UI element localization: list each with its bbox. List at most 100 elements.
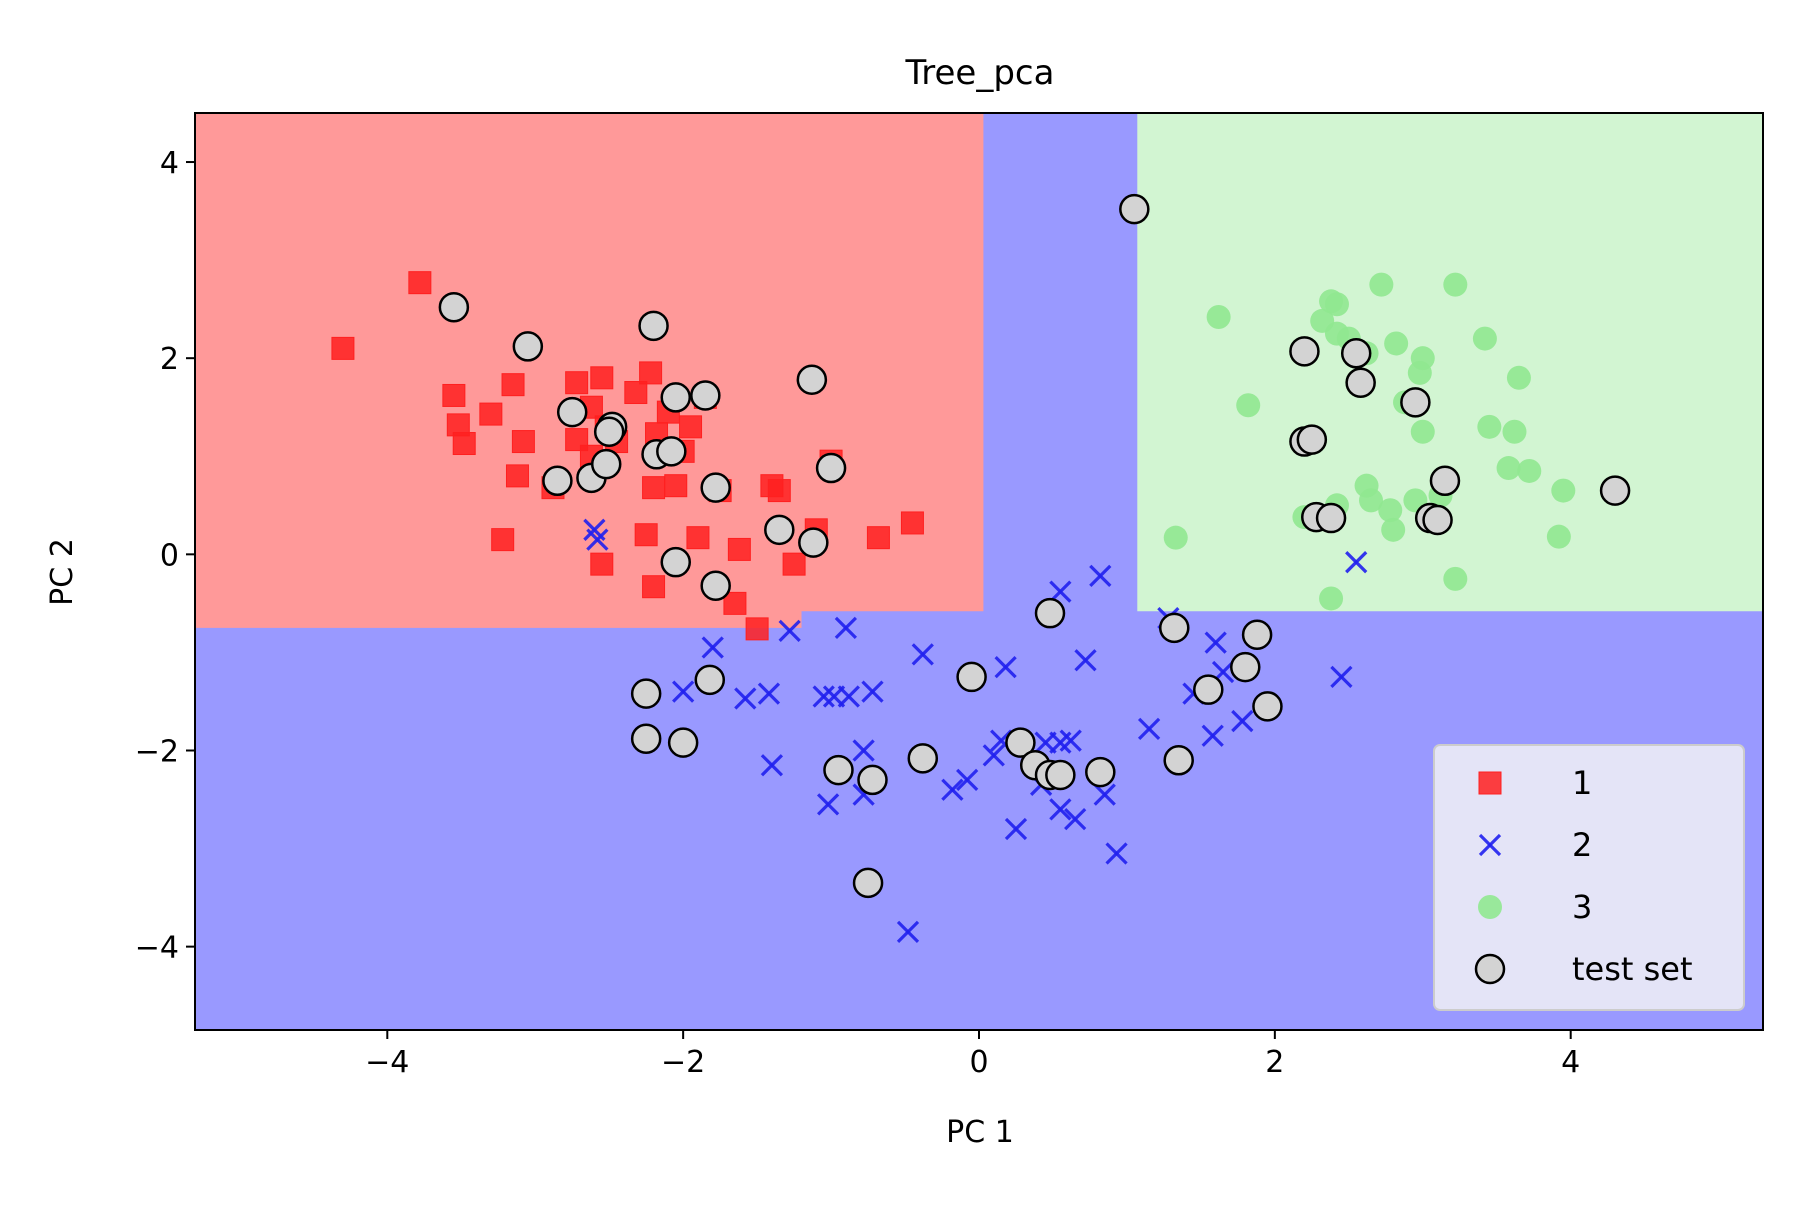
data-point-class-3 (1369, 272, 1394, 297)
test-set-point (556, 396, 588, 428)
data-point-class-2 (1345, 551, 1368, 574)
test-set-point (660, 382, 692, 413)
x-tick-label: 2 (1265, 1045, 1284, 1080)
data-point-class-1 (866, 526, 890, 550)
data-point-class-1 (501, 373, 525, 397)
data-point-class-2 (760, 754, 784, 777)
data-point-class-2 (1330, 665, 1353, 689)
y-tick-label: −4 (135, 931, 179, 966)
data-point-class-3 (1477, 414, 1502, 439)
data-point-class-1 (642, 476, 666, 500)
test-set-point (694, 664, 726, 696)
data-point-class-3 (1506, 365, 1531, 390)
data-point-class-3 (1496, 456, 1521, 481)
test-set-point (593, 416, 625, 447)
data-point-class-3 (1236, 393, 1261, 418)
data-point-class-1 (624, 381, 648, 405)
test-set-point (1159, 612, 1190, 644)
data-point-class-2 (911, 643, 934, 666)
data-point-class-1 (782, 552, 806, 576)
legend-marker-2 (1478, 833, 1502, 857)
test-set-point (700, 472, 731, 503)
data-point-class-2 (778, 619, 801, 642)
data-point-class-1 (511, 430, 535, 454)
data-point-class-3 (1381, 517, 1406, 542)
data-point-class-1 (479, 402, 503, 426)
data-point-class-2 (812, 685, 835, 708)
data-point-class-1 (452, 432, 476, 456)
data-point-class-2 (1074, 649, 1097, 672)
test-set-point (1085, 756, 1116, 788)
legend-label: 3 (1572, 888, 1592, 926)
legend-marker-3 (1478, 895, 1502, 919)
plot-area: −4 −2 0 2 4 −4 −2 0 2 4 (135, 112, 1764, 1080)
y-tick-label: 4 (160, 146, 179, 181)
data-point-class-1 (590, 366, 614, 390)
data-point-class-2 (1059, 729, 1082, 752)
data-point-class-1 (639, 361, 663, 385)
x-tick-label: −4 (365, 1045, 409, 1080)
decision-region-class-3 (1137, 113, 1763, 612)
test-set-point (1034, 597, 1066, 629)
data-point-class-2 (852, 739, 875, 762)
y-axis-label: PC 2 (45, 538, 80, 606)
data-point-class-2 (1064, 808, 1087, 831)
data-point-class-2 (1231, 709, 1254, 733)
data-point-class-1 (679, 415, 703, 439)
data-point-class-3 (1443, 566, 1468, 591)
data-point-class-3 (1359, 488, 1383, 513)
data-point-class-1 (642, 575, 666, 599)
test-set-point (798, 527, 829, 558)
data-point-class-2 (1049, 580, 1072, 603)
chart-title: Tree_pca (905, 53, 1055, 93)
test-set-point (1193, 674, 1224, 705)
test-set-point (542, 465, 573, 497)
data-point-class-2 (1049, 798, 1072, 821)
test-set-point (660, 546, 692, 578)
data-point-class-2 (672, 680, 695, 703)
test-set-point (638, 310, 669, 342)
data-point-class-3 (1206, 304, 1231, 329)
y-tick-label: 0 (160, 538, 179, 573)
data-point-class-3 (1517, 458, 1542, 483)
legend-label: 2 (1572, 826, 1592, 864)
test-set-point (815, 452, 847, 484)
legend-marker-1 (1478, 771, 1502, 795)
test-set-point (512, 331, 544, 362)
test-set-point (1296, 424, 1328, 455)
data-point-class-1 (505, 464, 529, 488)
data-point-class-1 (442, 383, 466, 407)
data-point-class-2 (757, 682, 781, 705)
data-point-class-3 (1324, 292, 1349, 317)
test-set-point (1005, 727, 1036, 758)
test-set-point (590, 448, 622, 480)
data-point-class-2 (1105, 842, 1128, 865)
data-point-class-1 (664, 474, 688, 498)
data-point-class-3 (1378, 498, 1403, 523)
data-point-class-3 (1546, 524, 1571, 549)
data-point-class-2 (834, 616, 857, 640)
test-set-point (1315, 502, 1347, 534)
test-set-point (764, 514, 795, 546)
data-point-class-3 (1319, 586, 1344, 611)
data-point-class-3 (1163, 525, 1188, 550)
y-tick-label: −2 (135, 734, 179, 769)
test-set-point (1422, 504, 1453, 536)
data-point-class-2 (816, 793, 840, 816)
data-point-class-1 (408, 271, 432, 295)
test-set-point (1340, 338, 1372, 369)
test-set-point (1241, 619, 1273, 651)
test-set-point (852, 867, 884, 899)
data-point-class-3 (1384, 331, 1409, 356)
data-point-class-2 (1201, 724, 1224, 747)
test-set-point (438, 291, 470, 323)
data-point-class-2 (1004, 817, 1028, 841)
test-set-point (690, 380, 721, 411)
data-point-class-1 (727, 537, 751, 561)
data-point-class-1 (723, 591, 747, 615)
data-point-class-3 (1410, 346, 1435, 371)
test-set-point (823, 754, 854, 786)
legend-label: test set (1572, 950, 1693, 988)
test-set-point (956, 661, 987, 693)
